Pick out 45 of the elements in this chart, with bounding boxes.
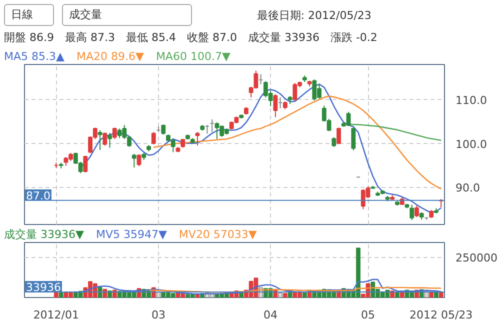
candlestick: [132, 153, 136, 168]
text: 開盤 86.9 最高 87.3 最低 85.4 收盤 87.0 成交量 33936 漲跌 -0.2: [4, 30, 378, 46]
text: MA20 89.6▼: [76, 50, 144, 63]
text: MV20 57033▼: [178, 228, 257, 241]
candlestick: [112, 127, 117, 140]
x-tick-label: 03: [151, 308, 166, 322]
candlestick: [273, 94, 278, 118]
candlestick: [336, 127, 341, 145]
candlestick: [161, 124, 166, 136]
text: 最後日期: 2012/05/23: [256, 8, 372, 24]
x-tick-label: 2012/01: [33, 308, 80, 322]
bar: [58, 292, 64, 298]
candlestick: [410, 204, 414, 221]
bar: [395, 292, 400, 298]
x-tick-label: 2012 05/23: [409, 308, 473, 322]
candlestick: [102, 132, 108, 146]
text: MA5 85.3▲: [4, 50, 64, 63]
candlestick: [332, 136, 336, 148]
candlestick: [414, 205, 419, 218]
text: 成交量 33936▼: [4, 228, 84, 241]
y-tick-label: 90.0: [456, 182, 480, 195]
candlestick: [351, 127, 356, 151]
y-tick-label: 100.0: [456, 138, 487, 151]
line-series: [80, 84, 442, 214]
text: 成交量: [62, 4, 192, 26]
text: 日線: [4, 4, 54, 26]
x-tick-label: 05: [361, 308, 376, 322]
bar: [282, 292, 288, 298]
candlestick: [151, 132, 156, 145]
bar: [302, 292, 307, 298]
candlestick: [83, 155, 88, 173]
line-series: [152, 95, 442, 190]
candlestick: [108, 132, 112, 148]
candlestick: [98, 130, 102, 150]
x-tick-label: 04: [264, 308, 278, 322]
y-tick-label: 110.0: [456, 94, 487, 108]
ref-line-label: 33936: [26, 281, 61, 294]
line-series: [348, 123, 442, 141]
text: MA60 100.7▼: [156, 50, 230, 63]
bar: [278, 292, 283, 298]
y-tick-label: 250000: [456, 252, 498, 265]
candlestick: [195, 132, 200, 146]
text: MV5 35947▼: [96, 228, 167, 241]
ref-line-label: 87.0: [26, 189, 50, 202]
bar: [54, 292, 58, 298]
